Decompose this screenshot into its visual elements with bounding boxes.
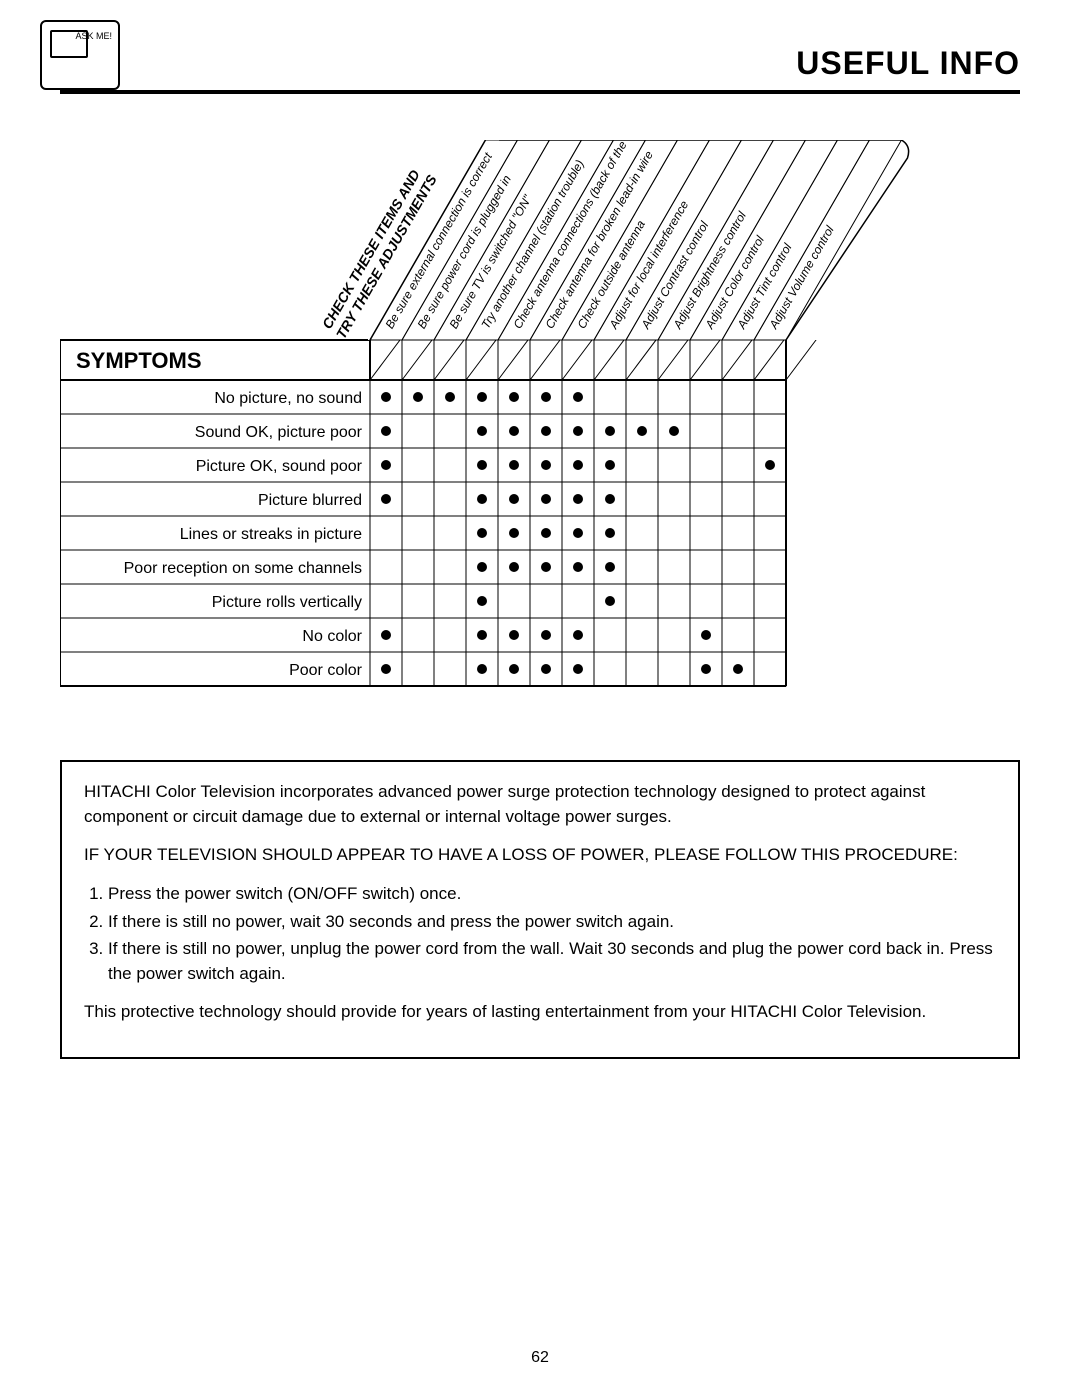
info-box: HITACHI Color Television incorporates ad…	[60, 760, 1020, 1059]
chart-svg: SYMPTOMS No picture, no sound Sound OK, pi…	[60, 140, 926, 690]
info-list-item: If there is still no power, unplug the p…	[108, 937, 996, 986]
info-list: Press the power switch (ON/OFF switch) o…	[84, 882, 996, 987]
svg-text:Lines or streaks in picture: Lines or streaks in picture	[180, 526, 362, 543]
svg-text:Sound OK, picture poor: Sound OK, picture poor	[195, 424, 363, 441]
svg-text:SYMPTOMS: SYMPTOMS	[76, 348, 202, 373]
info-para-3: This protective technology should provid…	[84, 1000, 996, 1025]
info-para-1: HITACHI Color Television incorporates ad…	[84, 780, 996, 829]
svg-text:No picture, no sound: No picture, no sound	[214, 390, 362, 407]
svg-text:Picture OK, sound poor: Picture OK, sound poor	[196, 458, 363, 475]
svg-text:Picture rolls vertically: Picture rolls vertically	[212, 594, 362, 611]
info-para-2: IF YOUR TELEVISION SHOULD APPEAR TO HAVE…	[84, 843, 996, 868]
svg-text:Picture blurred: Picture blurred	[258, 492, 362, 509]
info-list-item: Press the power switch (ON/OFF switch) o…	[108, 882, 996, 907]
page-number: 62	[0, 1349, 1080, 1367]
svg-text:Poor color: Poor color	[289, 662, 363, 679]
page-title: USEFUL INFO	[796, 45, 1020, 82]
svg-text:Poor reception on some channel: Poor reception on some channels	[124, 560, 362, 577]
header-rule	[60, 90, 1020, 94]
info-list-item: If there is still no power, wait 30 seco…	[108, 910, 996, 935]
troubleshooting-chart: SYMPTOMS No picture, no sound Sound OK, pi…	[60, 140, 1020, 690]
logo-text: ASK ME!	[75, 32, 112, 41]
page: ASK ME! USEFUL INFO SYMPTOMS No picture, …	[0, 0, 1080, 1393]
ask-me-logo: ASK ME!	[40, 20, 120, 90]
svg-text:No color: No color	[302, 628, 362, 645]
